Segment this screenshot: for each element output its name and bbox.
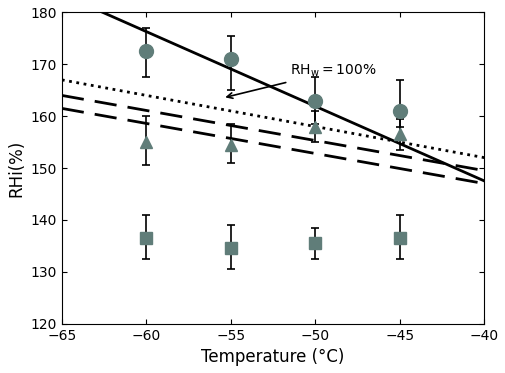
X-axis label: Temperature (°C): Temperature (°C) [201,348,344,366]
Text: $\mathregular{RH_w=100\%}$: $\mathregular{RH_w=100\%}$ [227,63,376,98]
Y-axis label: RHi(%): RHi(%) [7,140,25,197]
